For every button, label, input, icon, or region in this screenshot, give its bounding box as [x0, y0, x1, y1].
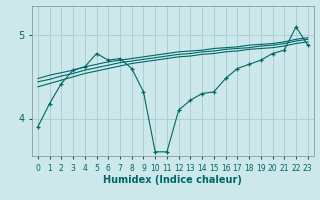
- X-axis label: Humidex (Indice chaleur): Humidex (Indice chaleur): [103, 175, 242, 185]
